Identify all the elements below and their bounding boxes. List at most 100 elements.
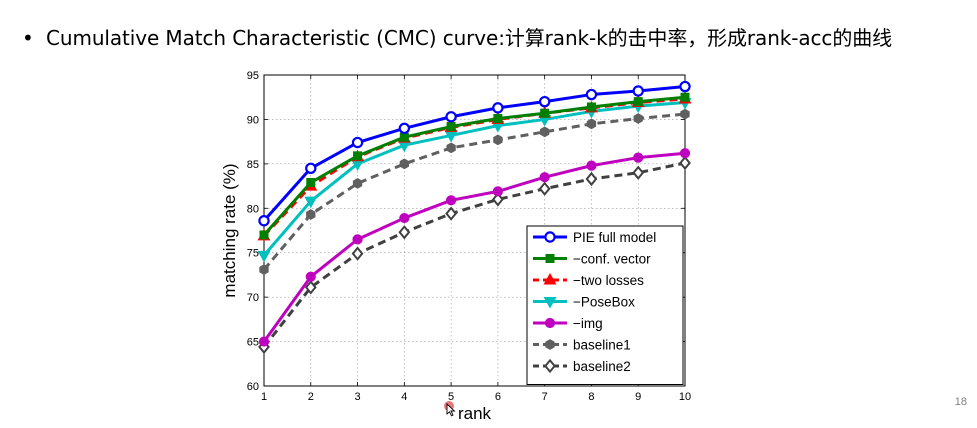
data-point: [353, 151, 363, 161]
data-point: [446, 195, 457, 206]
data-point: [492, 186, 503, 197]
series-line: [262, 97, 686, 237]
x-tick-label: 5: [448, 391, 454, 403]
data-point: [351, 136, 364, 149]
data-point: [586, 118, 597, 130]
legend-label: −PoseBox: [573, 295, 635, 310]
data-point: [538, 181, 551, 196]
cmc-chart: 60 65 70 75 80 85 90 95 1 2 3 4 5 6 7 8 9 10 rank matching …: [216, 62, 712, 424]
legend-label: −conf. vector: [573, 252, 651, 267]
data-point: [585, 88, 598, 101]
x-tick-label: 10: [679, 391, 691, 403]
data-point: [259, 264, 269, 275]
data-point: [679, 148, 691, 159]
data-point: [398, 225, 411, 240]
bullet-text: Cumulative Match Characteristic (CMC) cu…: [46, 26, 893, 50]
data-point: [259, 230, 269, 240]
legend-label: PIE full model: [573, 230, 656, 245]
x-tick-label: 9: [635, 391, 641, 403]
legend-swatch-marker: [544, 358, 556, 374]
data-point: [632, 85, 644, 97]
series-line: [262, 161, 686, 348]
y-tick-label: 75: [247, 248, 259, 260]
x-tick-label: 2: [308, 391, 314, 403]
data-point: [633, 152, 644, 163]
data-point: [540, 126, 550, 138]
y-tick-label: 95: [247, 70, 259, 82]
bullet-marker: •: [22, 26, 34, 50]
data-point: [304, 196, 318, 209]
x-tick-label: 7: [542, 391, 548, 403]
legend-label: baseline1: [573, 338, 631, 353]
y-tick-label: 80: [247, 203, 259, 215]
series-line: [262, 101, 686, 257]
data-point: [306, 209, 316, 220]
legend-label: −two losses: [573, 273, 644, 288]
legend-swatch-marker: [545, 339, 555, 350]
legend-swatch-marker: [544, 231, 556, 243]
x-axis-label: rank: [458, 404, 492, 423]
data-point: [399, 158, 409, 170]
y-tick-label: 60: [247, 381, 259, 393]
data-point: [446, 122, 456, 132]
data-point: [351, 246, 364, 261]
y-tick-label: 90: [247, 114, 259, 126]
data-point: [258, 336, 270, 347]
data-point: [633, 97, 643, 107]
legend-swatch-marker: [545, 254, 555, 263]
data-point: [398, 122, 411, 135]
data-point: [679, 80, 691, 93]
data-point: [306, 178, 316, 188]
legend-swatch-marker: [543, 297, 557, 309]
data-point: [680, 108, 690, 120]
legend-label: baseline2: [573, 359, 631, 374]
data-point: [305, 162, 317, 175]
x-tick-label: 6: [495, 391, 501, 403]
data-point: [491, 192, 504, 207]
legend-swatch-marker: [544, 317, 556, 329]
data-point: [538, 95, 551, 108]
page-number: 18: [954, 396, 967, 408]
y-axis-label: matching rate (%): [220, 163, 239, 297]
y-tick-label: 85: [247, 159, 259, 171]
legend-label: −img: [573, 316, 603, 331]
data-point: [633, 113, 643, 124]
data-point: [352, 234, 363, 245]
legend-box: [526, 225, 684, 385]
data-point: [493, 134, 503, 146]
data-point: [445, 111, 457, 123]
data-point: [680, 92, 690, 102]
series-line: [262, 151, 686, 343]
cursor-arrow-icon: [446, 403, 456, 417]
data-point: [539, 172, 550, 183]
data-point: [352, 178, 363, 189]
data-point: [493, 114, 503, 124]
y-tick-label: 70: [247, 292, 259, 304]
data-point: [304, 280, 317, 295]
data-point: [492, 102, 504, 114]
x-tick-label: 8: [588, 391, 594, 403]
data-point: [305, 271, 316, 282]
data-point: [257, 250, 271, 263]
data-point: [679, 155, 691, 171]
x-tick-label: 4: [401, 391, 407, 403]
data-point: [632, 165, 645, 180]
x-tick-label: 1: [261, 391, 267, 403]
bullet-line: • Cumulative Match Characteristic (CMC) …: [22, 22, 892, 54]
series-line: [262, 112, 686, 271]
data-point: [585, 171, 598, 187]
data-point: [586, 102, 596, 112]
data-point: [586, 160, 597, 171]
data-point: [445, 206, 458, 221]
data-point: [399, 132, 409, 142]
cmc-chart-svg: 60 65 70 75 80 85 90 95 1 2 3 4 5 6 7 8 9 10 rank matching …: [220, 70, 692, 423]
data-point: [258, 215, 270, 227]
legend-swatch-marker: [543, 272, 557, 285]
data-point: [540, 108, 550, 118]
y-tick-label: 65: [247, 337, 259, 349]
series-line: [262, 85, 686, 222]
data-point: [446, 142, 456, 154]
data-point: [399, 212, 410, 224]
x-tick-label: 3: [354, 391, 360, 403]
series-line: [262, 95, 686, 236]
